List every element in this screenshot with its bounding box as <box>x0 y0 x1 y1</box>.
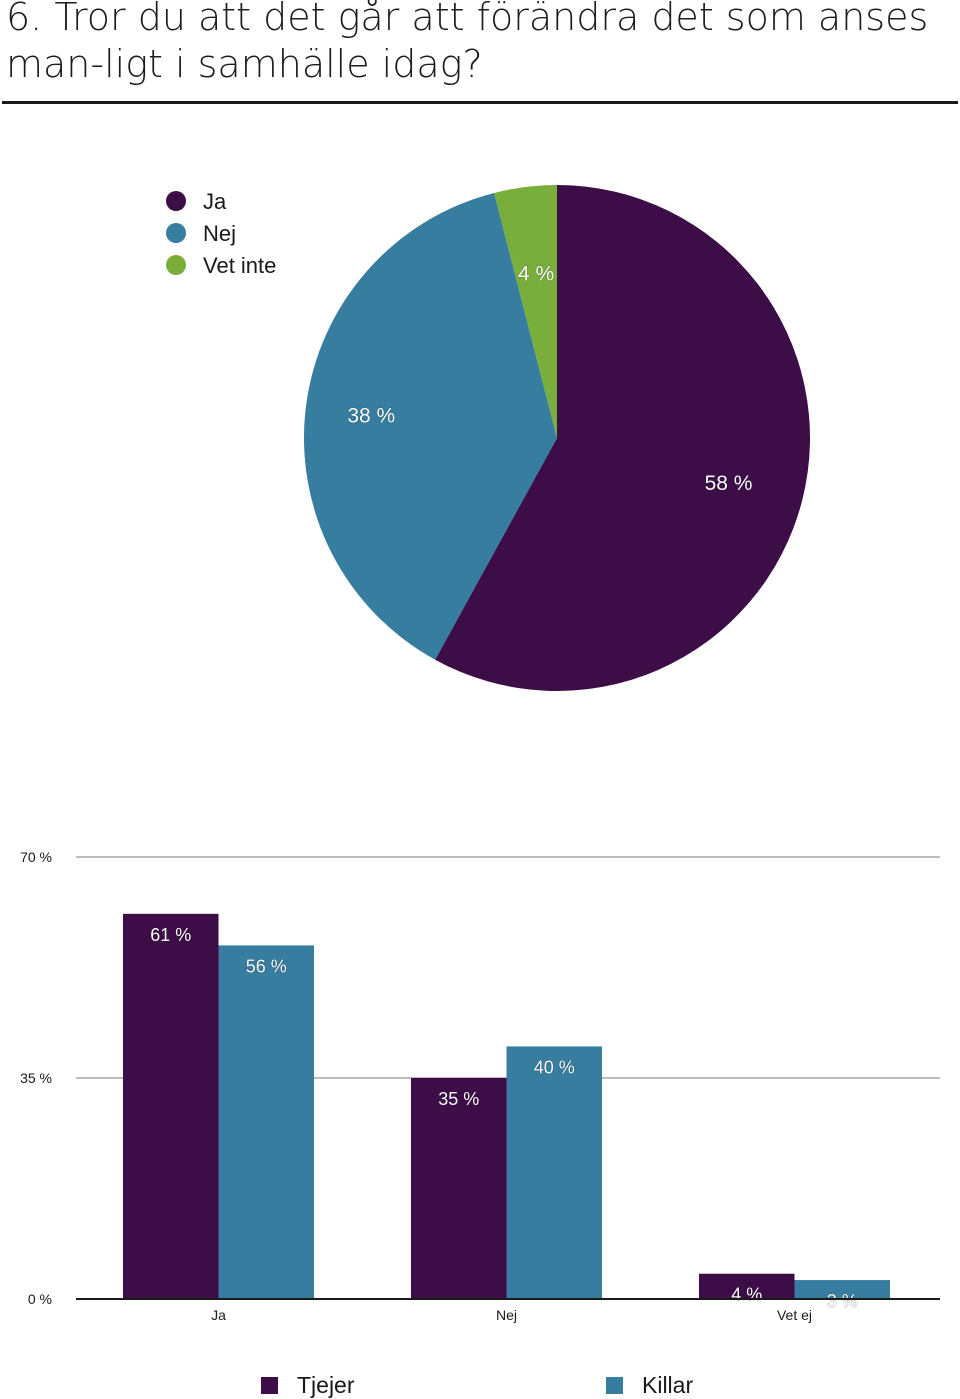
bar-data-label-tjejer-nej: 35 % <box>438 1089 479 1109</box>
bar-tjejer-vet-ej <box>699 1273 795 1299</box>
legend-label-vet-inte: Vet inte <box>203 253 276 278</box>
bar-data-label-killar-ja: 56 % <box>246 956 287 976</box>
legend-swatch-tjejer <box>261 1377 278 1394</box>
legend-label-nej: Nej <box>203 221 236 246</box>
pie-data-label-ja: 58 % <box>705 472 753 495</box>
legend-label-killar: Killar <box>642 1372 693 1398</box>
legend-label-ja: Ja <box>203 189 227 214</box>
bar-tjejer-ja <box>123 913 219 1299</box>
y-tick-label-0: 0 % <box>28 1291 52 1307</box>
bar-data-label-killar-vet-ej: 3 % <box>827 1291 858 1311</box>
bar-data-label-tjejer-vet-ej: 4 % <box>731 1285 762 1305</box>
bar-killar-vet-ej <box>794 1280 890 1299</box>
pie-slice-nej <box>304 192 557 660</box>
y-tick-label-35: 35 % <box>20 1070 52 1086</box>
bar-data-label-killar-nej: 40 % <box>534 1057 575 1077</box>
pie-data-label-vet-inte: 4 % <box>518 262 554 285</box>
legend-marker-vet-inte <box>166 255 186 275</box>
legend-marker-ja <box>166 191 186 211</box>
pie-slice-vet-inte <box>494 185 557 438</box>
bar-data-label-tjejer-ja: 61 % <box>150 925 191 945</box>
legend-label-tjejer: Tjejer <box>297 1372 355 1398</box>
x-tick-label-ja: Ja <box>211 1307 226 1323</box>
x-tick-label-nej: Nej <box>496 1307 517 1323</box>
question-title: 6. Tror du att det går att förändra det … <box>6 0 929 86</box>
bar-killar-nej <box>506 1046 602 1299</box>
x-tick-label-vet-ej: Vet ej <box>777 1307 812 1323</box>
title-underline <box>2 101 958 104</box>
bar-killar-ja <box>218 945 314 1299</box>
y-tick-label-70: 70 % <box>20 849 52 865</box>
pie-data-label-nej: 38 % <box>347 405 395 428</box>
legend-marker-nej <box>166 223 186 243</box>
pie-chart: 58 % 38 % 4 % Ja Nej Vet inte <box>166 185 810 691</box>
pie-slice-ja <box>435 185 810 691</box>
legend-swatch-killar <box>606 1377 623 1394</box>
bar-tjejer-nej <box>411 1078 507 1299</box>
